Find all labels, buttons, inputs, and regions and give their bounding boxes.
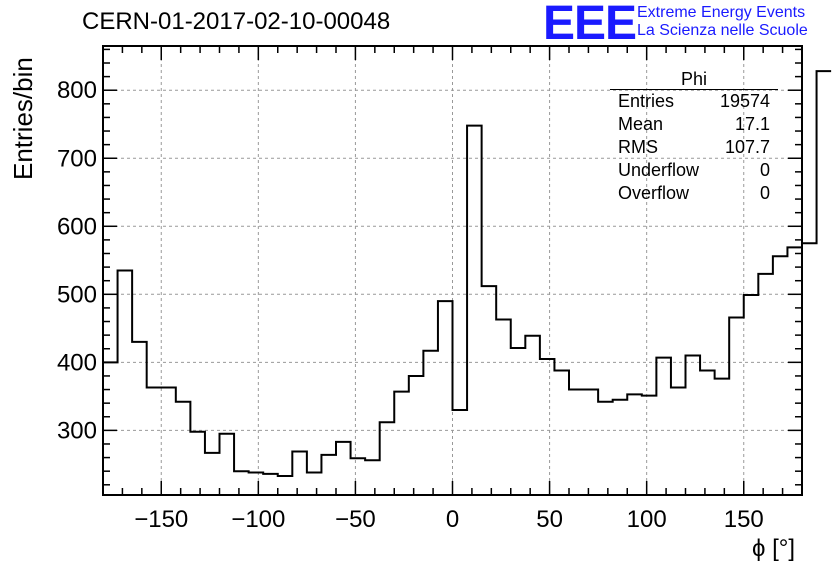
stats-row-mean: Mean 17.1 [610, 113, 778, 136]
stats-row-underflow: Underflow 0 [610, 159, 778, 182]
histogram-series [103, 70, 832, 477]
stats-value: 107.7 [724, 137, 770, 157]
stats-label: Overflow [618, 183, 690, 203]
x-tick-label: 50 [536, 506, 563, 533]
logo-caption: Extreme Energy Events La Scienza nelle S… [637, 4, 808, 40]
plot-frame [102, 45, 803, 496]
axis-ticks [103, 46, 802, 495]
y-tick-label: 800 [57, 77, 97, 104]
y-tick-labels: 300 400 500 600 700 800 [57, 77, 97, 444]
x-tick-label: 0 [446, 506, 459, 533]
y-axis-label: Entries/bin [8, 57, 38, 180]
stats-value: 19574 [719, 91, 770, 111]
y-tick-label: 700 [57, 145, 97, 172]
x-tick-label: 150 [724, 506, 764, 533]
stats-box-title: Phi [610, 70, 778, 90]
y-tick-label: 400 [57, 349, 97, 376]
stats-value: 17.1 [734, 114, 770, 134]
y-tick-label: 300 [57, 417, 97, 444]
stats-label: Mean [618, 114, 664, 134]
y-tick-label: 500 [57, 281, 97, 308]
x-tick-label: −50 [335, 506, 376, 533]
stats-box: Phi Entries 19574 Mean 17.1 RMS 107.7 Un… [610, 70, 778, 205]
logo-caption-line1: Extreme Energy Events [637, 4, 806, 21]
x-tick-labels: −150 −100 −50 0 50 100 150 [134, 506, 764, 533]
x-tick-label: −100 [231, 506, 285, 533]
stats-row-entries: Entries 19574 [610, 90, 778, 113]
logo-caption-line2: La Scienza nelle Scuole [637, 22, 808, 39]
x-axis-label: ϕ [°] [752, 535, 796, 562]
y-tick-label: 600 [57, 213, 97, 240]
chart-title: CERN-01-2017-02-10-00048 [82, 8, 391, 35]
stats-row-rms: RMS 107.7 [610, 136, 778, 159]
stats-value: 0 [759, 160, 770, 180]
stats-label: Underflow [618, 160, 700, 180]
x-tick-label: 100 [627, 506, 667, 533]
x-tick-label: −150 [134, 506, 188, 533]
stats-label: Entries [618, 91, 675, 111]
stats-value: 0 [759, 183, 770, 203]
stats-label: RMS [618, 137, 658, 157]
eee-logo: EEE [543, 0, 637, 50]
stats-row-overflow: Overflow 0 [610, 182, 778, 205]
